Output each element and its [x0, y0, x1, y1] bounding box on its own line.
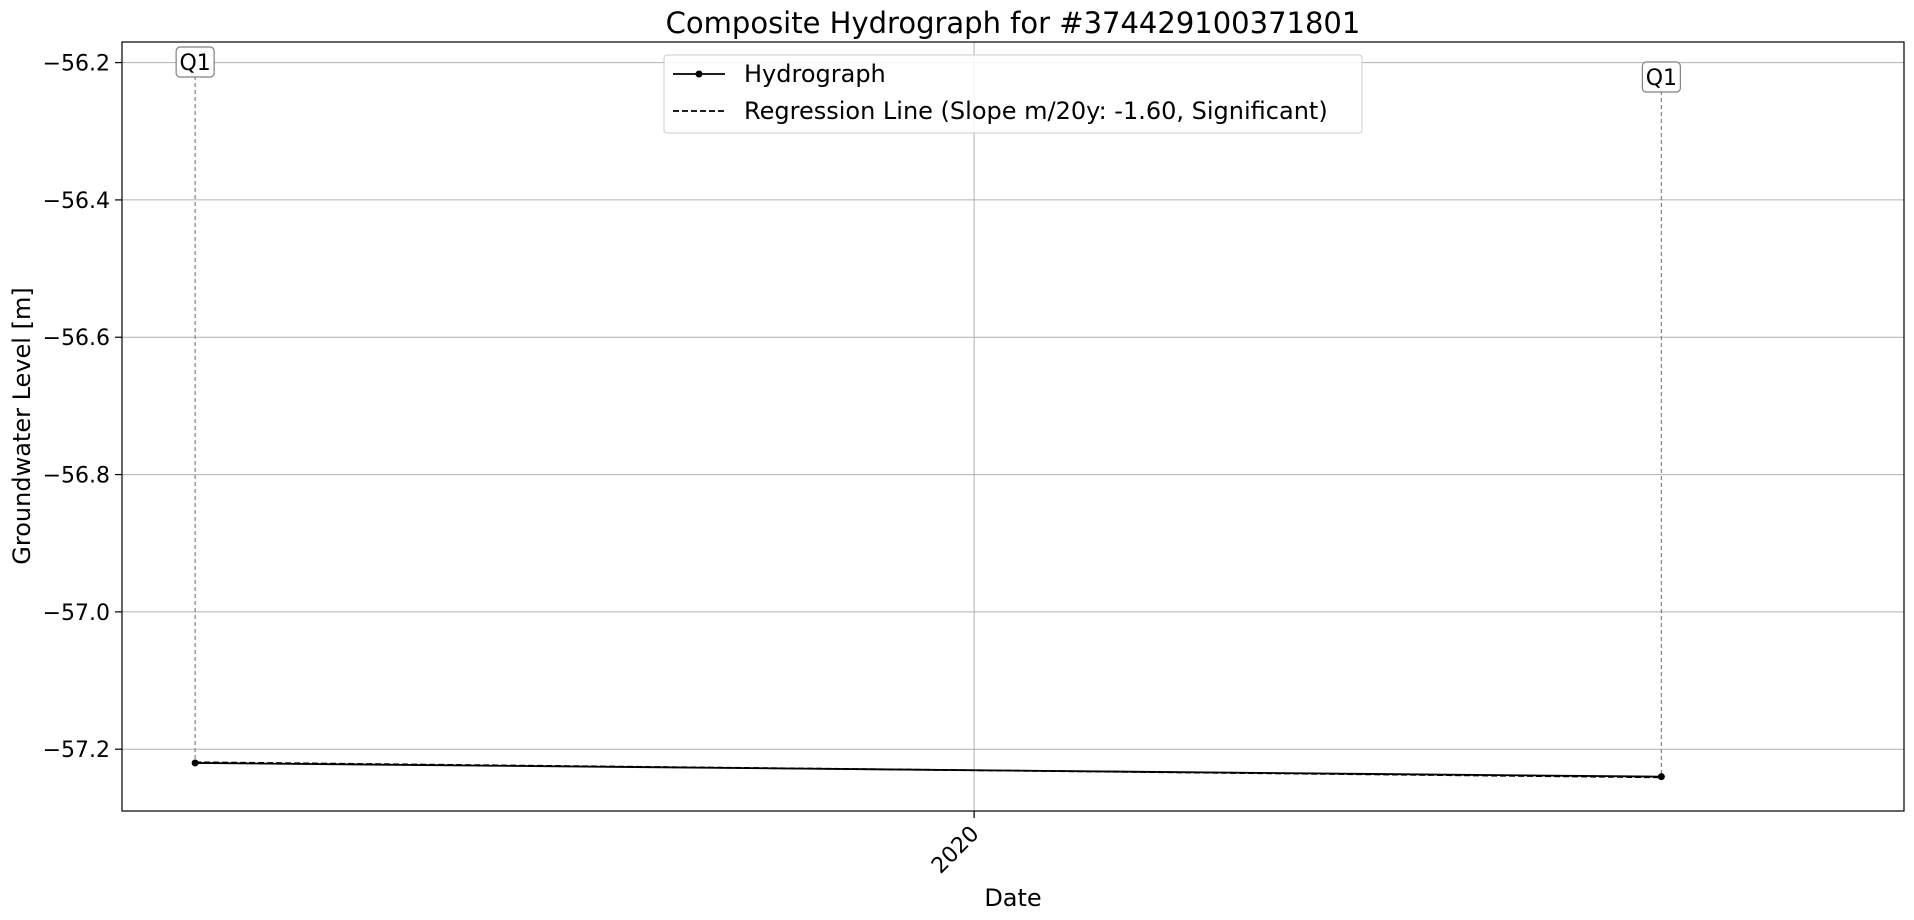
series-lines — [191, 759, 1665, 781]
y-tick-label: −56.2 — [43, 52, 110, 77]
annotation-label-text: Q1 — [179, 51, 210, 76]
x-axis-label: Date — [984, 884, 1041, 912]
y-tick-label: −57.2 — [43, 738, 110, 763]
y-tick-label: −56.8 — [43, 464, 110, 489]
chart-title: Composite Hydrograph for #37442910037180… — [666, 6, 1361, 40]
legend-box — [663, 54, 1363, 134]
grid-lines — [122, 42, 1904, 811]
legend-regression-label: Regression Line (Slope m/20y: -1.60, Sig… — [744, 97, 1328, 125]
annotation-lines — [194, 62, 1662, 777]
legend-hydrograph-label: Hydrograph — [744, 60, 886, 88]
hydrograph-point — [1657, 773, 1665, 781]
plot-frame — [121, 41, 1905, 812]
regression-line — [195, 761, 1662, 779]
x-tick-label: 2020 — [927, 822, 984, 879]
y-axis-label: Groundwater Level [m] — [8, 287, 36, 564]
annotation-label-text: Q1 — [1646, 66, 1677, 91]
annotation-label: Q1 — [1641, 61, 1681, 93]
annotation-labels: Q1 Q1 — [175, 46, 1681, 93]
annotation-label-box — [1641, 61, 1681, 93]
y-tick-label: −56.6 — [43, 326, 110, 351]
annotation-label-box — [175, 46, 215, 78]
y-tick-label: −57.0 — [43, 601, 110, 626]
annotation-label: Q1 — [175, 46, 215, 78]
legend-hydrograph-marker — [695, 70, 703, 78]
legend: Hydrograph Regression Line (Slope m/20y:… — [663, 54, 1363, 134]
axis-ticks: −56.2 −56.4 −56.6 −56.8 −57.0 −57.2 2020 — [43, 52, 985, 879]
y-tick-label: −56.4 — [43, 189, 110, 214]
